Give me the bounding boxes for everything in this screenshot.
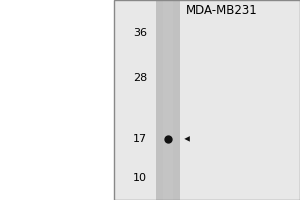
Text: 28: 28 [133, 73, 147, 83]
Bar [114, 0, 300, 200]
Bar [163, 0, 173, 200]
Text: 10: 10 [133, 173, 147, 183]
Bar [114, 0, 300, 200]
Text: 36: 36 [133, 28, 147, 38]
Bar [156, 0, 180, 200]
Text: 17: 17 [133, 134, 147, 144]
Bar [0, 0, 114, 200]
Text: MDA-MB231: MDA-MB231 [186, 4, 258, 17]
